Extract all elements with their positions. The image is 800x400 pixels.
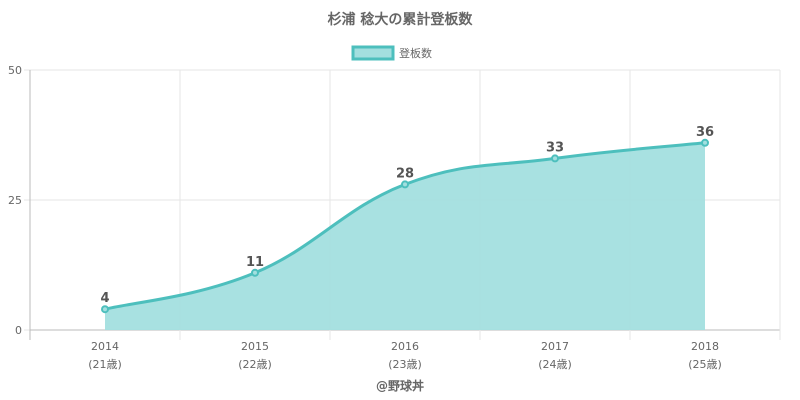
data-label: 36 xyxy=(696,125,714,140)
data-point xyxy=(551,154,559,163)
data-labels: 4 11 28 33 36 xyxy=(100,125,714,306)
legend: 登板数 xyxy=(351,45,432,61)
x-tick-label: 2017 xyxy=(541,340,569,353)
series-area xyxy=(105,142,705,330)
x-tick-age-label: (21歳) xyxy=(88,358,122,371)
x-tick-label: 2015 xyxy=(241,340,269,353)
x-tick-age-label: (23歳) xyxy=(388,358,422,371)
data-label: 11 xyxy=(246,255,264,270)
x-tick-label: 2014 xyxy=(91,340,119,353)
data-label: 4 xyxy=(100,291,109,306)
y-axis: 0 25 50 xyxy=(8,64,22,337)
data-label: 28 xyxy=(396,166,414,181)
data-point xyxy=(701,138,709,147)
data-point xyxy=(101,305,109,314)
x-tick-label: 2016 xyxy=(391,340,419,353)
y-tick-label: 0 xyxy=(15,324,22,337)
credit-text: @野球丼 xyxy=(376,378,424,393)
chart-title: 杉浦 稔大の累計登板数 xyxy=(328,11,474,28)
data-point xyxy=(251,268,259,277)
data-point xyxy=(401,180,409,189)
data-label: 33 xyxy=(546,140,564,155)
y-tick-label: 25 xyxy=(8,194,22,207)
x-tick-age-label: (24歳) xyxy=(538,358,572,371)
legend-swatch xyxy=(351,45,395,61)
legend-label: 登板数 xyxy=(399,46,432,60)
x-axis: 2014 (21歳) 2015 (22歳) 2016 (23歳) 2017 (24歳) 2018… xyxy=(88,340,722,371)
x-tick-label: 2018 xyxy=(691,340,719,353)
y-tick-label: 50 xyxy=(8,64,22,77)
x-tick-age-label: (22歳) xyxy=(238,358,272,371)
data-points xyxy=(101,138,709,314)
x-tick-age-label: (25歳) xyxy=(688,358,722,371)
